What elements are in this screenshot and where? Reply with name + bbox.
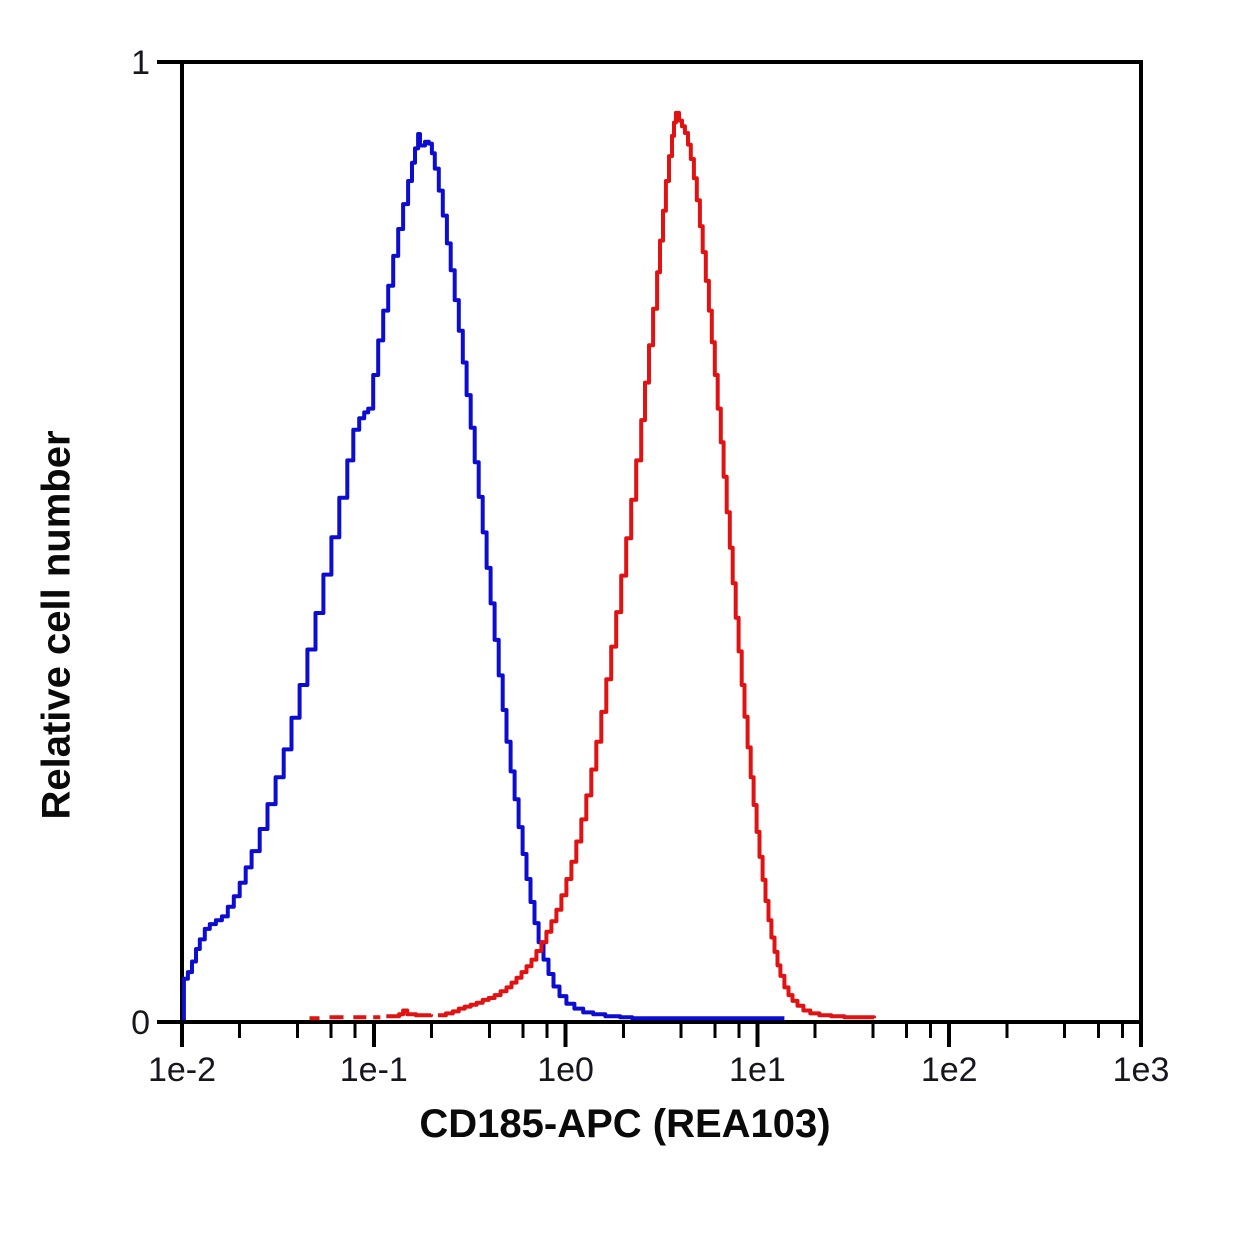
x-axis-minor-ticks (238, 1022, 1124, 1038)
y-axis-title: Relative cell number (34, 430, 79, 820)
blue-curve (181, 132, 785, 1021)
x-tick-label: 1e2 (921, 1051, 978, 1089)
x-tick-label: 1e-2 (148, 1051, 216, 1089)
x-tick-label: 1e0 (537, 1051, 594, 1089)
y-tick-label: 1 (131, 44, 150, 82)
plot-border (180, 60, 1143, 1024)
x-axis-tick-labels: 1e-2 1e-1 1e0 1e1 1e2 1e3 (148, 1051, 1169, 1089)
x-tick-label: 1e1 (729, 1051, 786, 1089)
x-tick-label: 1e-1 (340, 1051, 408, 1089)
y-axis-ticks (157, 60, 182, 1024)
x-axis-title: CD185-APC (REA103) (419, 1102, 831, 1146)
x-axis-major-ticks (180, 1022, 1143, 1047)
x-tick-label: 1e3 (1113, 1051, 1170, 1089)
red-curve (309, 110, 876, 1021)
y-axis-tick-labels: 10 (131, 44, 150, 1042)
y-tick-label: 0 (131, 1004, 150, 1042)
